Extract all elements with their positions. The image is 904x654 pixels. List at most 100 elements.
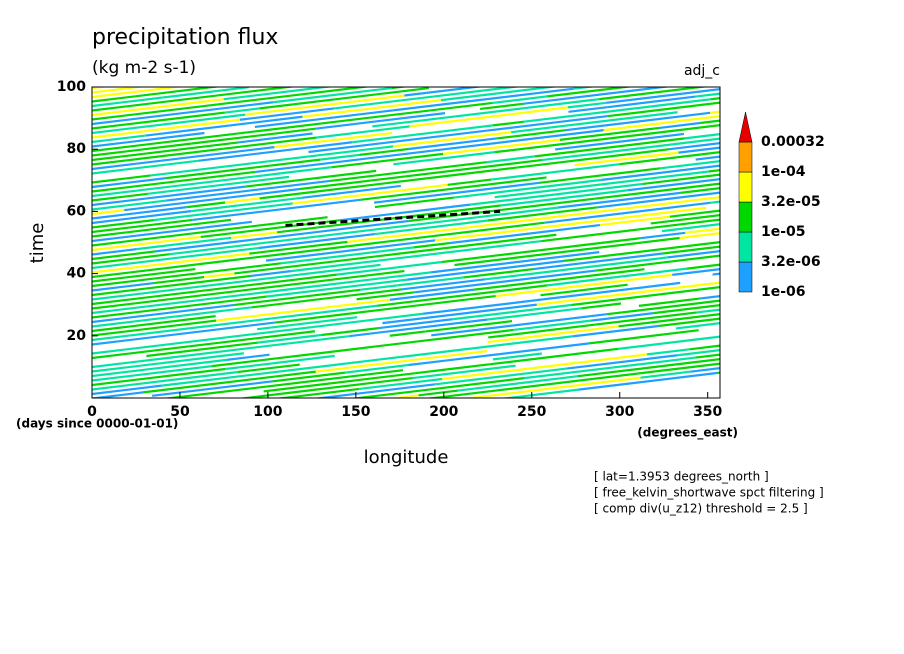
field-stripe	[556, 222, 651, 236]
field-stripe	[92, 102, 188, 117]
field-stripe	[540, 25, 694, 43]
field-stripe	[424, 239, 542, 257]
field-stripe	[683, 128, 720, 136]
field-stripe	[232, 241, 377, 262]
field-stripe	[315, 125, 410, 139]
field-stripe	[92, 267, 196, 283]
x-tick-label: 150	[341, 404, 370, 420]
field-stripe	[544, 201, 711, 224]
field-stripe	[620, 290, 720, 305]
field-stripe	[92, 358, 228, 378]
field-stripe	[92, 128, 273, 153]
field-stripe	[424, 390, 491, 398]
colorbar-segment	[738, 171, 753, 203]
field-stripe	[691, 218, 720, 225]
field-stripe	[92, 87, 185, 99]
field-stripe	[659, 160, 720, 170]
field-stripe	[559, 126, 660, 141]
field-stripe	[92, 158, 135, 166]
field-stripe	[592, 27, 635, 32]
field-stripe	[601, 164, 720, 181]
field-stripe	[215, 298, 357, 318]
field-stripe	[92, 290, 270, 315]
field-stripe	[92, 259, 156, 270]
field-stripe	[541, 137, 720, 162]
field-stripe	[92, 384, 162, 396]
field-stripe	[659, 121, 701, 130]
field-stripe	[122, 315, 216, 329]
field-stripe	[568, 106, 608, 113]
field-stripe	[393, 151, 496, 166]
field-stripe	[92, 199, 167, 211]
field-stripe	[700, 151, 720, 156]
field-stripe	[240, 150, 309, 162]
field-stripe	[255, 202, 293, 210]
field-stripe	[628, 51, 659, 55]
field-stripe	[268, 145, 394, 163]
field-stripe	[92, 336, 229, 355]
field-stripe	[627, 273, 713, 286]
field-stripe	[433, 70, 539, 83]
field-stripe	[434, 367, 567, 386]
field-stripe	[520, 25, 583, 33]
field-stripe	[188, 341, 219, 348]
field-stripe	[376, 221, 545, 244]
field-stripe	[265, 239, 436, 262]
field-stripe	[430, 101, 493, 112]
annotation: [ free_kelvin_shortwave spct filtering ]	[594, 486, 824, 500]
field-stripe	[92, 131, 205, 148]
field-stripe	[572, 87, 598, 90]
field-stripe	[288, 163, 394, 178]
field-stripe	[314, 322, 383, 333]
field-stripe	[378, 318, 453, 330]
field-stripe	[552, 16, 691, 33]
field-stripe	[567, 340, 720, 361]
field-stripe	[577, 363, 676, 378]
field-stripe	[642, 173, 720, 186]
field-stripe	[92, 262, 282, 288]
field-stripe	[274, 273, 337, 284]
field-stripe	[453, 178, 602, 199]
field-stripe	[263, 372, 416, 393]
y-tick-label: 20	[67, 328, 87, 344]
field-stripe	[403, 358, 494, 372]
colorbar-label: 1e-04	[761, 164, 806, 180]
field-stripe	[540, 283, 628, 297]
field-stripe	[308, 61, 356, 67]
field-stripe	[92, 391, 144, 398]
field-stripe	[224, 107, 260, 114]
colorbar-label: 0.00032	[761, 134, 825, 150]
field-stripe	[482, 158, 542, 169]
field-stripe	[700, 8, 725, 11]
field-stripe	[400, 164, 575, 188]
field-stripe	[488, 323, 596, 339]
field-stripe	[285, 240, 348, 251]
x-tick-label: 0	[87, 404, 97, 420]
field-stripe	[430, 251, 600, 274]
field-stripe	[636, 10, 701, 18]
colorbar-segment	[738, 231, 753, 263]
field-stripe	[603, 115, 720, 132]
field-stripe	[606, 88, 720, 104]
field-stripe	[225, 354, 335, 371]
field-stripe	[389, 288, 475, 301]
field-stripe	[162, 87, 249, 99]
field-stripe	[478, 53, 610, 69]
field-stripe	[92, 192, 148, 202]
field-stripe	[92, 303, 235, 324]
field-stripe	[254, 109, 393, 129]
field-stripe	[145, 115, 303, 137]
field-stripe	[644, 259, 720, 271]
field-stripe	[92, 118, 241, 139]
field-stripe	[425, 325, 469, 333]
field-stripe	[92, 250, 156, 261]
field-stripe	[523, 366, 613, 380]
field-stripe	[216, 298, 391, 322]
y-tick-label: 40	[67, 266, 87, 282]
field-stripe	[534, 137, 685, 158]
field-stripe	[238, 132, 313, 144]
field-stripe	[92, 280, 276, 306]
field-stripe	[599, 87, 710, 101]
field-stripe	[92, 367, 226, 387]
